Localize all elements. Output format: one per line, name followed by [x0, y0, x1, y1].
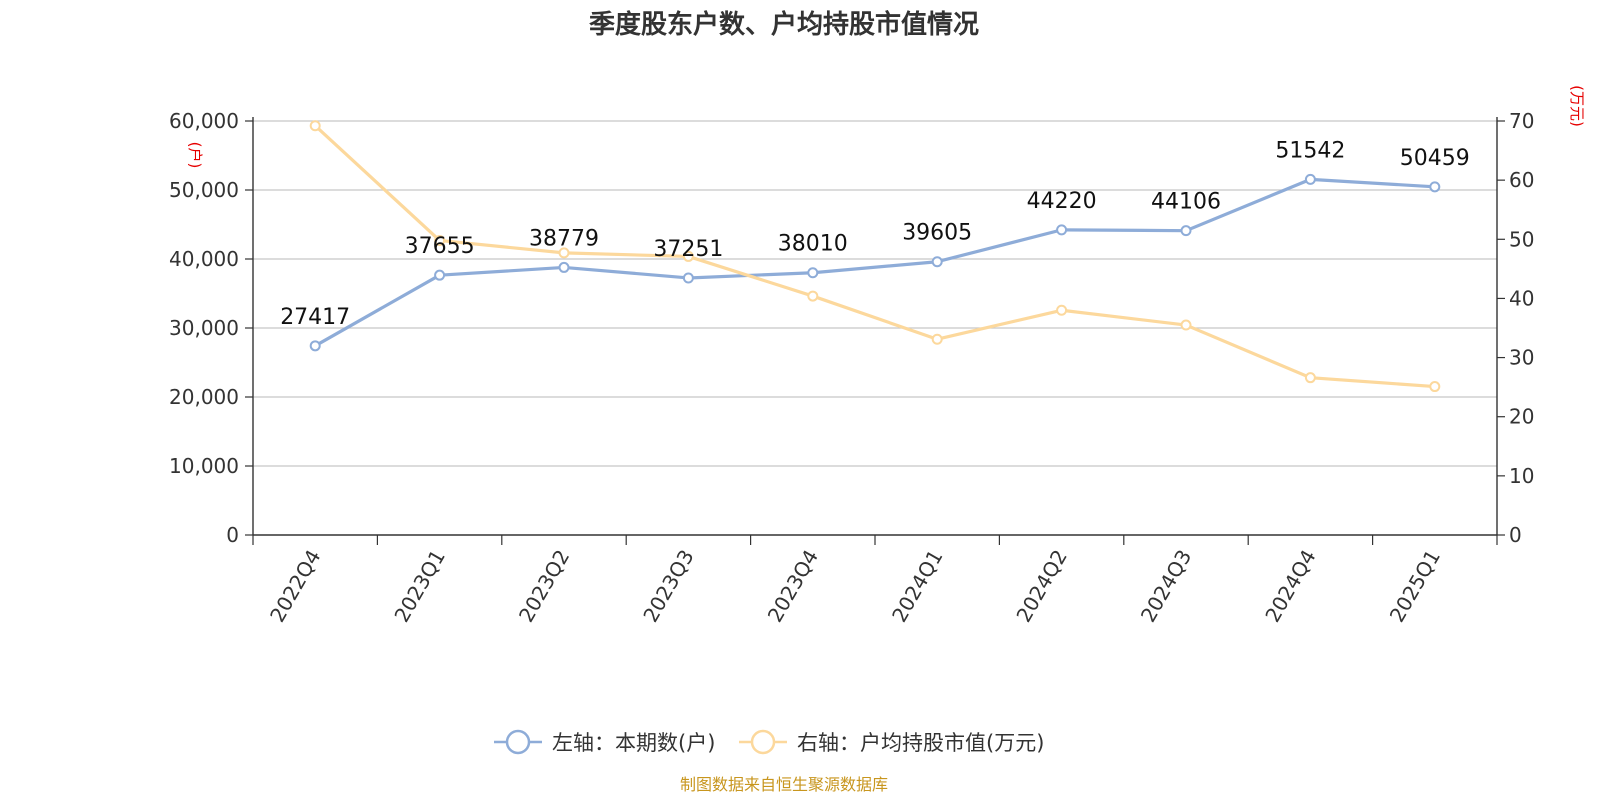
x-tick-label: 2023Q3	[638, 546, 698, 627]
right-tick-label: 50	[1509, 227, 1534, 251]
data-point[interactable]	[1180, 225, 1192, 237]
data-point[interactable]	[1304, 173, 1316, 185]
data-label: 50459	[1400, 146, 1470, 171]
x-tick-label: 2025Q1	[1385, 546, 1445, 627]
right-tick-label: 30	[1509, 346, 1534, 370]
x-tick-label: 2024Q3	[1136, 546, 1196, 627]
series-line-0	[314, 177, 1435, 348]
data-point[interactable]	[558, 261, 570, 273]
left-tick-label: 60,000	[169, 109, 239, 133]
x-tick-label: 2023Q1	[389, 546, 449, 627]
data-label: 37655	[405, 234, 475, 259]
data-point[interactable]	[1056, 224, 1068, 236]
legend-swatch-marker	[750, 729, 776, 755]
data-point[interactable]	[931, 333, 943, 345]
data-point[interactable]	[1429, 181, 1441, 193]
data-point[interactable]	[309, 340, 321, 352]
data-label: 38779	[529, 226, 599, 251]
x-tick-label: 2023Q2	[514, 546, 574, 627]
data-label: 51542	[1275, 138, 1345, 163]
data-point[interactable]	[807, 290, 819, 302]
legend-item-label[interactable]: 右轴：户均持股市值(万元)	[797, 731, 1044, 755]
data-point[interactable]	[434, 269, 446, 281]
legend-item-label[interactable]: 左轴：本期数(户)	[552, 731, 715, 755]
right-tick-label: 0	[1509, 523, 1522, 547]
data-point[interactable]	[682, 250, 694, 262]
series-line-1	[314, 124, 1435, 389]
x-tick-label: 2024Q2	[1011, 546, 1071, 627]
data-labels: 27417 37655 38779 37251 38010 39605 44220 44106…	[280, 138, 1470, 329]
data-label: 44106	[1151, 190, 1221, 215]
right-tick-label: 10	[1509, 464, 1534, 488]
series-layer	[309, 120, 1441, 393]
legend[interactable]: 左轴：本期数(户) 右轴：户均持股市值(万元)	[494, 729, 1044, 755]
source-note: 制图数据来自恒生聚源数据库	[680, 775, 888, 794]
data-point[interactable]	[682, 272, 694, 284]
data-point[interactable]	[1056, 304, 1068, 316]
left-tick-label: 50,000	[169, 178, 239, 202]
data-point[interactable]	[558, 247, 570, 259]
axes: 0 10,000 20,000 30,000 40,000 50,000 60,000 0 10…	[169, 85, 1586, 626]
left-axis-unit: (户)	[186, 142, 204, 169]
data-point[interactable]	[434, 234, 446, 246]
legend-swatch-marker	[505, 729, 531, 755]
data-point[interactable]	[1304, 372, 1316, 384]
data-point[interactable]	[931, 256, 943, 268]
left-tick-label: 40,000	[169, 247, 239, 271]
left-tick-label: 20,000	[169, 385, 239, 409]
x-tick-label: 2024Q1	[887, 546, 947, 627]
right-tick-label: 40	[1509, 286, 1534, 310]
x-tick-label: 2024Q4	[1260, 546, 1320, 627]
right-axis-unit: (万元)	[1568, 85, 1586, 127]
left-tick-label: 30,000	[169, 316, 239, 340]
data-label: 27417	[280, 305, 350, 330]
chart-title: 季度股东户数、户均持股市值情况	[589, 9, 979, 40]
data-point[interactable]	[807, 267, 819, 279]
data-point[interactable]	[309, 120, 321, 132]
right-tick-label: 70	[1509, 109, 1534, 133]
data-label: 38010	[778, 232, 848, 257]
data-label: 37251	[653, 237, 723, 262]
data-label: 44220	[1027, 189, 1097, 214]
data-label: 39605	[902, 221, 972, 246]
x-tick-label: 2023Q4	[763, 546, 823, 627]
x-tick-label: 2022Q4	[265, 546, 325, 627]
data-point[interactable]	[1429, 381, 1441, 393]
data-point[interactable]	[1180, 319, 1192, 331]
grid-lines	[253, 120, 1497, 467]
right-tick-label: 60	[1509, 168, 1534, 192]
left-tick-label: 0	[226, 523, 239, 547]
right-tick-label: 20	[1509, 405, 1534, 429]
left-tick-label: 10,000	[169, 454, 239, 478]
